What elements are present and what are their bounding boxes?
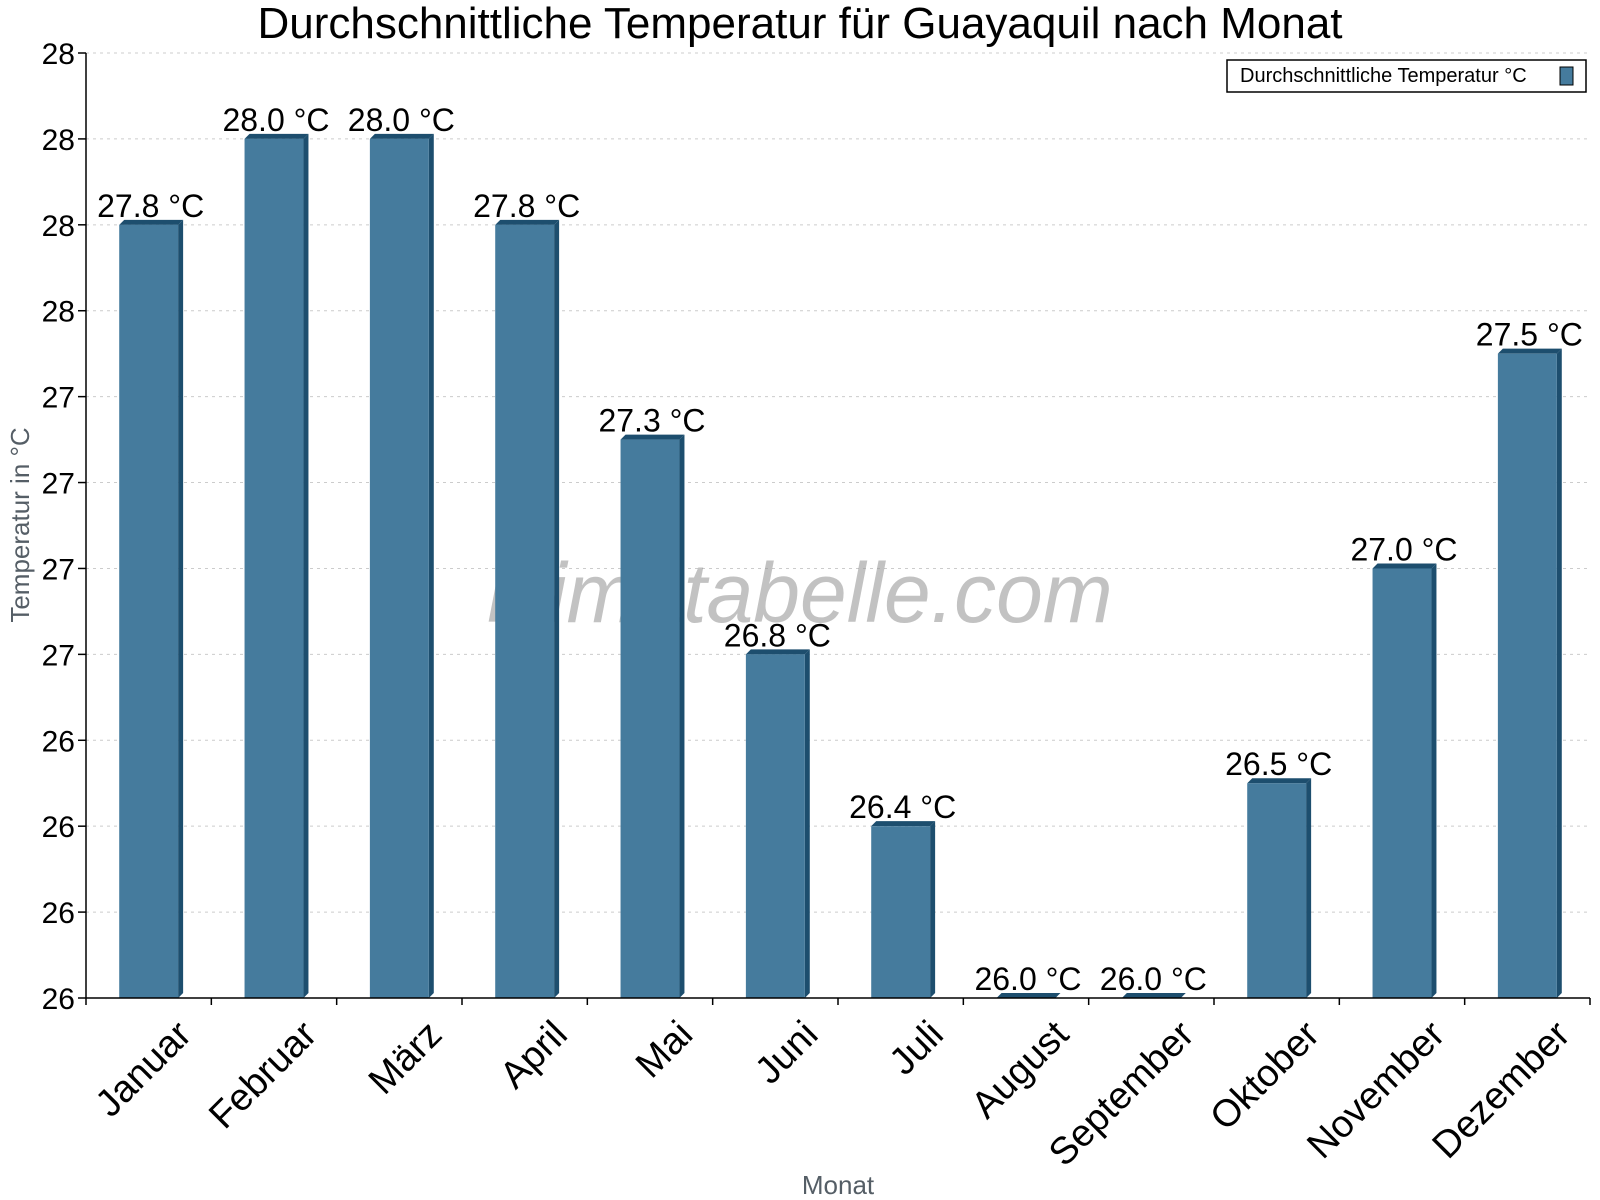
y-tick-label: 26 <box>42 725 75 758</box>
legend-swatch <box>1559 66 1574 86</box>
x-tick-label: März <box>361 1013 450 1102</box>
bar-top <box>495 219 560 225</box>
bar-top <box>1247 778 1312 784</box>
bar <box>119 224 179 998</box>
bar-top <box>244 133 309 139</box>
data-label: 27.3 °C <box>598 403 705 439</box>
data-label: 27.5 °C <box>1476 317 1583 353</box>
y-tick-label: 28 <box>42 210 75 243</box>
bar-top <box>1121 993 1186 998</box>
y-tick-label: 28 <box>42 296 75 329</box>
bar-side <box>1306 778 1312 998</box>
y-tick-label: 27 <box>42 382 75 415</box>
bar <box>620 439 680 998</box>
bars: 27.8 °C 28.0 °C 28.0 °C 27.8 °C 27.3 °C 26.8 … <box>97 102 1583 999</box>
x-tick-label: August <box>964 1013 1078 1127</box>
bar <box>244 138 304 999</box>
x-axis-title: Monat <box>802 1170 875 1200</box>
data-label: 28.0 °C <box>348 102 455 138</box>
x-tick-label: Dezember <box>1425 1013 1579 1167</box>
bar-side <box>178 219 184 998</box>
data-label: 26.0 °C <box>974 961 1081 997</box>
bar <box>1372 568 1432 998</box>
x-tick-label: April <box>492 1013 575 1096</box>
x-tick-label: Oktober <box>1202 1013 1328 1139</box>
y-tick-label: 27 <box>42 553 75 586</box>
data-label: 26.8 °C <box>724 617 831 653</box>
legend: Durchschnittliche Temperatur °C <box>1226 59 1587 93</box>
bar-side <box>679 434 685 998</box>
watermark: klimatabelle.com <box>487 546 1113 640</box>
x-tick-label: Mai <box>628 1013 701 1086</box>
data-label: 26.0 °C <box>1100 961 1207 997</box>
bar <box>369 138 429 999</box>
bar-side <box>554 219 560 998</box>
bar-top <box>1497 348 1562 354</box>
data-label: 27.8 °C <box>97 188 204 224</box>
bar-top <box>996 993 1061 998</box>
bar-side <box>804 649 810 998</box>
bar-top <box>119 219 184 225</box>
bar-top <box>745 649 810 655</box>
bar-side <box>1431 563 1437 998</box>
y-tick-label: 26 <box>42 897 75 930</box>
data-label: 26.4 °C <box>849 789 956 825</box>
bar <box>871 826 931 998</box>
data-label: 27.8 °C <box>473 188 580 224</box>
bar <box>1497 353 1557 998</box>
bar-top <box>871 821 936 827</box>
bar <box>745 654 805 998</box>
legend-box <box>1226 59 1587 93</box>
bar-top <box>1372 563 1437 569</box>
x-tick-label: Januar <box>88 1013 200 1125</box>
y-tick-label: 28 <box>42 38 75 71</box>
y-tick-label: 26 <box>42 983 75 1016</box>
x-tick-label: Februar <box>201 1013 325 1137</box>
data-label: 27.0 °C <box>1350 531 1457 567</box>
bar-side <box>428 133 434 999</box>
x-tick-label: Juli <box>882 1013 952 1083</box>
y-tick-label: 28 <box>42 124 75 157</box>
y-tick-label: 26 <box>42 811 75 844</box>
bar-top <box>369 133 434 139</box>
bar-side <box>1556 348 1562 998</box>
chart-title: Durchschnittliche Temperatur für Guayaqu… <box>257 0 1342 48</box>
data-label: 26.5 °C <box>1225 746 1332 782</box>
bar <box>1247 783 1307 998</box>
data-label: 28.0 °C <box>222 102 329 138</box>
bar-side <box>303 133 309 999</box>
y-tick-label: 27 <box>42 639 75 672</box>
grid <box>86 52 1590 913</box>
x-tick-label: Juni <box>747 1013 826 1092</box>
bar <box>495 224 555 998</box>
legend-label: Durchschnittliche Temperatur °C <box>1240 65 1527 87</box>
y-axis-title: Temperatur in °C <box>5 427 35 622</box>
y-tick-label: 27 <box>42 468 75 501</box>
bar-top <box>620 434 685 440</box>
bar-side <box>930 821 936 998</box>
